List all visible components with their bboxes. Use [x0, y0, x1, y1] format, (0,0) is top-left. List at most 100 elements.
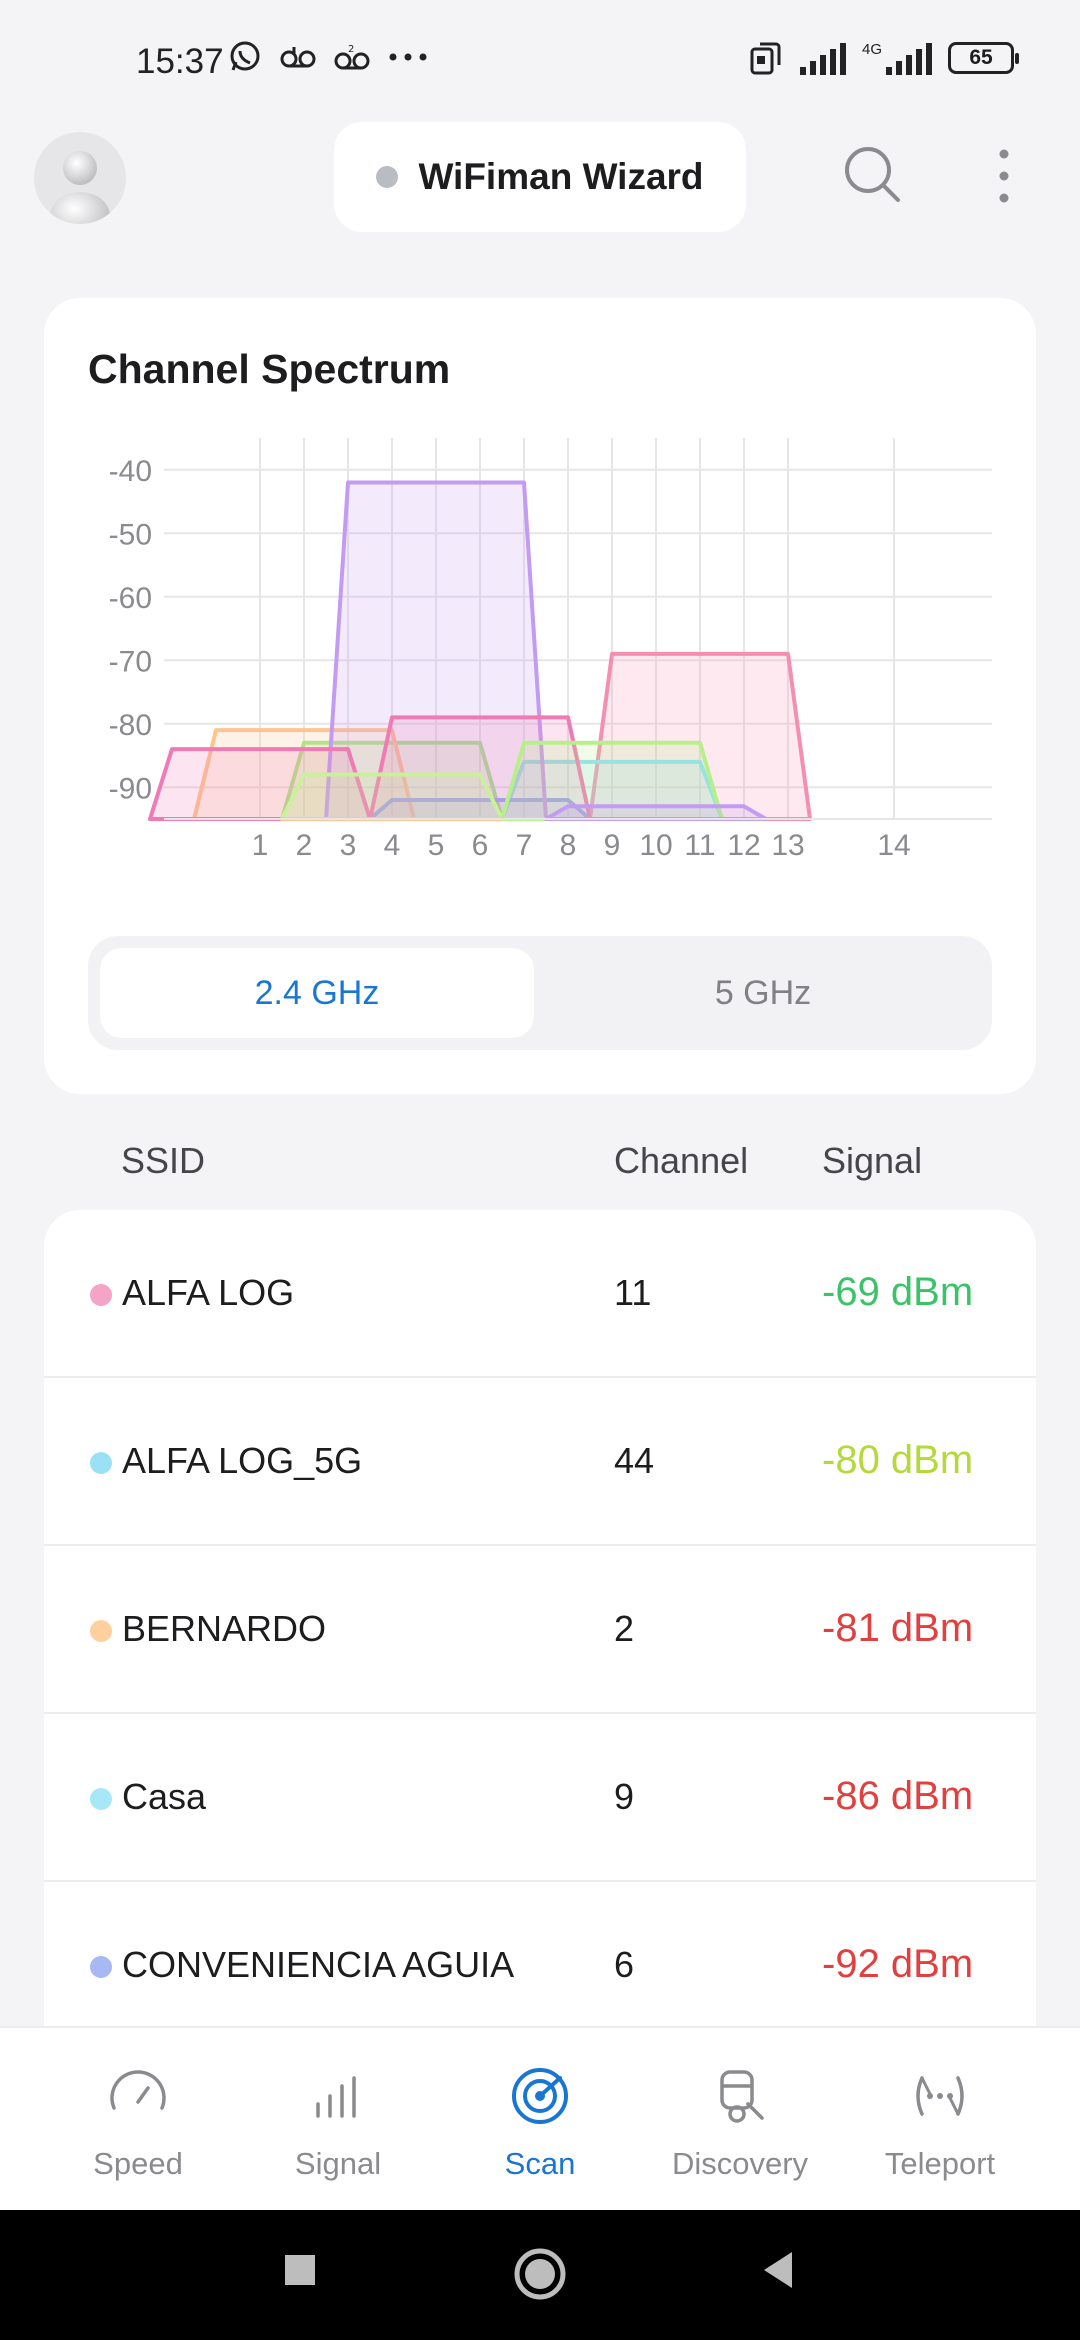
network-list: ALFA LOG 11 -69 dBm ALFA LOG_5G 44 -80 d… — [44, 1210, 1036, 2070]
header-ssid[interactable]: SSID — [121, 1140, 206, 1181]
x-tick-label: 4 — [384, 829, 401, 862]
ssid-color-dot — [90, 1452, 112, 1474]
recent-apps-button[interactable] — [282, 2252, 318, 2288]
x-tick-label: 7 — [516, 829, 533, 862]
x-tick-label: 13 — [771, 829, 804, 862]
home-button[interactable] — [512, 2246, 568, 2302]
x-tick-label: 10 — [639, 829, 672, 862]
nav-speed[interactable]: Speed — [38, 2028, 238, 2212]
y-tick-label: -70 — [109, 645, 152, 678]
signal-value: -69 dBm — [822, 1270, 974, 1314]
network-type: 4G — [861, 41, 882, 58]
band-selector: 2.4 GHz 5 GHz — [88, 936, 992, 1050]
x-tick-label: 2 — [296, 829, 313, 862]
teleport-icon — [916, 2076, 964, 2116]
nav-teleport-label: Teleport — [884, 2146, 996, 2181]
signal-value: -81 dBm — [822, 1606, 974, 1650]
svg-text:2: 2 — [348, 44, 354, 55]
search-button[interactable] — [838, 140, 908, 210]
radar-icon — [512, 2068, 568, 2124]
x-tick-label: 1 — [252, 829, 269, 862]
ssid-color-dot — [90, 1620, 112, 1642]
y-tick-label: -80 — [109, 709, 152, 742]
nav-discovery[interactable]: Discovery — [640, 2028, 840, 2212]
channel-value: 11 — [614, 1272, 652, 1313]
speedometer-icon — [110, 2070, 166, 2110]
bottom-navigation: Speed Signal Scan Discovery Teleport — [0, 2026, 1080, 2210]
app-title-pill[interactable]: WiFiman Wizard — [334, 122, 746, 232]
device-search-icon — [720, 2070, 764, 2123]
spectrum-series-s11 — [544, 804, 768, 821]
x-tick-label: 12 — [727, 829, 760, 862]
x-tick-label: 8 — [560, 829, 577, 862]
nav-signal-label: Signal — [294, 2146, 382, 2181]
x-tick-label: 9 — [604, 829, 621, 862]
battery-level: 65 — [969, 46, 993, 69]
channel-value: 44 — [614, 1440, 655, 1481]
search-icon — [845, 147, 900, 202]
ssid-label: BERNARDO — [122, 1608, 327, 1649]
signal-strength-icon — [799, 43, 846, 75]
nav-teleport[interactable]: Teleport — [840, 2028, 1040, 2212]
whatsapp-icon — [230, 41, 260, 71]
list-item[interactable]: BERNARDO 2 -81 dBm — [44, 1546, 1036, 1714]
more-vertical-icon — [999, 149, 1009, 203]
x-tick-label: 14 — [877, 829, 910, 862]
x-tick-label: 3 — [340, 829, 357, 862]
list-item[interactable]: CONVENIENCIA AGUIA 6 -92 dBm — [44, 1882, 1036, 2050]
x-tick-label: 5 — [428, 829, 445, 862]
signal-value: -92 dBm — [822, 1942, 974, 1986]
header-signal[interactable]: Signal — [822, 1140, 923, 1181]
connection-status-dot — [376, 166, 399, 188]
ssid-label: ALFA LOG — [122, 1272, 295, 1313]
nav-speed-label: Speed — [93, 2146, 183, 2181]
channel-value: 2 — [614, 1608, 635, 1649]
nav-scan[interactable]: Scan — [440, 2028, 640, 2212]
y-tick-label: -40 — [109, 455, 152, 488]
signal-strength-icon-2 — [886, 43, 932, 75]
system-navigation-bar — [0, 2210, 1080, 2340]
ssid-label: Casa — [122, 1776, 207, 1817]
more-notifications-icon — [389, 53, 427, 61]
spectrum-title: Channel Spectrum — [88, 346, 451, 392]
x-tick-label: 11 — [684, 829, 715, 862]
nav-discovery-label: Discovery — [671, 2146, 809, 2181]
user-icon — [50, 151, 110, 224]
status-time: 15:37 — [136, 42, 224, 81]
voicemail-icon-2: 2 — [334, 44, 370, 70]
battery-icon: 65 — [948, 42, 1019, 74]
spectrum-series-s9 — [280, 772, 504, 821]
app-title: WiFiman Wizard — [418, 156, 704, 197]
signal-bars-icon — [316, 2076, 356, 2118]
channel-spectrum-chart: -40-50-60-70-80-901 2 3 4 5 6 7 8 9 10 11 12 13 14 — [109, 438, 992, 862]
y-tick-label: -90 — [109, 772, 152, 805]
header-channel[interactable]: Channel — [614, 1140, 749, 1181]
list-item[interactable]: ALFA LOG 11 -69 dBm — [44, 1210, 1036, 1378]
signal-value: -86 dBm — [822, 1774, 974, 1818]
status-bar: 15:37 2 4G 65 — [0, 0, 1080, 120]
band-option-5ghz[interactable]: 5 GHz — [714, 973, 812, 1012]
system-status-icons: 4G 65 — [748, 40, 1019, 76]
list-item[interactable]: Casa 9 -86 dBm — [44, 1714, 1036, 1882]
y-tick-label: -60 — [109, 582, 152, 615]
ssid-label: CONVENIENCIA AGUIA — [122, 1944, 515, 1985]
nav-signal[interactable]: Signal — [238, 2028, 438, 2212]
list-item[interactable]: ALFA LOG_5G 44 -80 dBm — [44, 1378, 1036, 1546]
network-4g-indicator: 4G — [862, 41, 934, 75]
channel-value: 6 — [614, 1944, 635, 1985]
band-option-2-4ghz[interactable]: 2.4 GHz — [100, 948, 534, 1038]
nav-scan-label: Scan — [504, 2146, 576, 2181]
back-button[interactable] — [760, 2250, 796, 2290]
ssid-color-dot — [90, 1788, 112, 1810]
screen-mirror-icon — [750, 42, 781, 75]
ssid-color-dot — [90, 1956, 112, 1978]
profile-avatar[interactable] — [34, 132, 126, 224]
x-tick-label: 6 — [472, 829, 489, 862]
notification-icons: 2 — [228, 40, 428, 74]
voicemail-icon — [280, 47, 316, 68]
ssid-color-dot — [90, 1284, 112, 1306]
channel-spectrum-card: Channel Spectrum -40 -50 -60 -70 -80 -90 1 2 3 4 5… — [44, 298, 1036, 1094]
overflow-menu-button[interactable] — [984, 146, 1024, 206]
y-tick-label: -50 — [109, 518, 152, 551]
channel-value: 9 — [614, 1776, 635, 1817]
